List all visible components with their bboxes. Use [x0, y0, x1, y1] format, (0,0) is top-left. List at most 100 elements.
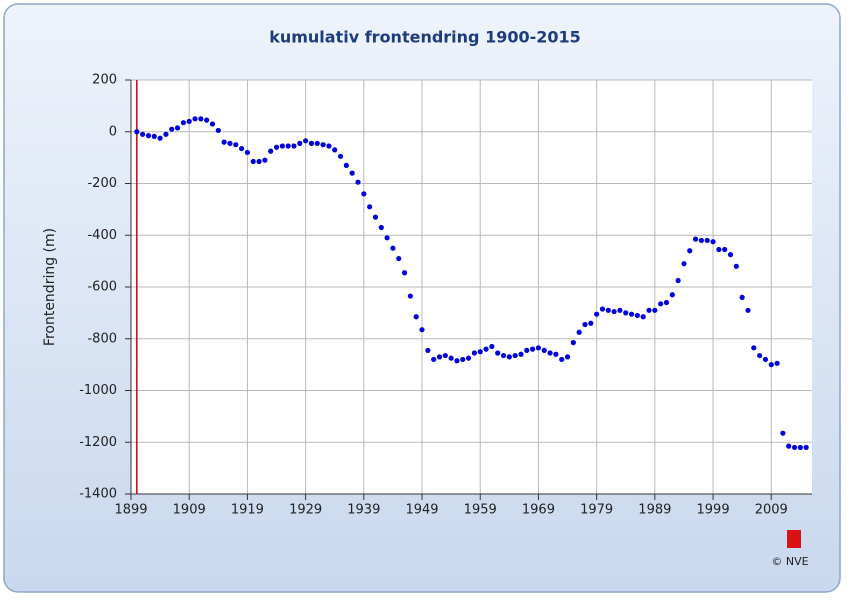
data-point — [250, 158, 256, 165]
data-point — [413, 314, 419, 320]
data-point — [611, 308, 617, 315]
x-tick-label: 1979 — [580, 503, 613, 518]
y-tick-label: -600 — [87, 280, 117, 295]
data-point — [460, 356, 466, 363]
data-point — [390, 245, 396, 251]
y-tick-label: -1000 — [79, 383, 117, 398]
data-point — [308, 140, 315, 146]
data-point — [582, 321, 588, 328]
data-point — [681, 261, 687, 267]
data-point — [477, 349, 483, 355]
data-point — [751, 345, 757, 351]
data-point — [169, 126, 175, 132]
data-point — [623, 310, 629, 316]
x-tick-label: 1939 — [347, 503, 380, 518]
data-point — [314, 140, 320, 146]
data-point — [669, 292, 675, 298]
data-point — [500, 352, 507, 359]
data-point — [384, 235, 390, 241]
y-tick-label: -200 — [87, 176, 117, 191]
y-tick-label: 0 — [109, 124, 117, 139]
data-point — [524, 347, 530, 353]
copyright: © NVE — [771, 555, 808, 568]
data-point — [640, 314, 646, 320]
x-tick-label: 1899 — [114, 503, 147, 518]
x-tick-label: 2009 — [755, 503, 788, 518]
data-point — [227, 140, 233, 146]
data-point — [692, 236, 699, 242]
data-point — [716, 246, 722, 253]
data-point — [465, 355, 472, 361]
data-point — [658, 301, 664, 307]
data-point — [180, 120, 186, 126]
data-point — [215, 127, 221, 134]
data-point — [431, 356, 437, 363]
logo — [787, 530, 801, 548]
data-point — [145, 133, 152, 139]
data-point — [140, 131, 146, 137]
data-point — [297, 140, 303, 146]
data-point — [320, 142, 326, 148]
data-point — [687, 248, 693, 254]
data-point — [436, 354, 443, 360]
y-tick-label: -1200 — [79, 435, 117, 450]
data-point — [378, 224, 384, 231]
data-point — [559, 356, 565, 363]
data-point — [733, 263, 739, 269]
data-point — [547, 350, 553, 356]
data-point — [594, 311, 600, 317]
data-point — [238, 145, 245, 152]
data-point — [332, 147, 338, 153]
data-point — [512, 352, 518, 359]
data-point — [675, 277, 681, 284]
data-point — [349, 170, 355, 176]
x-tick-label: 1969 — [522, 503, 555, 518]
data-point — [337, 153, 344, 159]
data-point — [646, 307, 652, 313]
data-point — [757, 352, 763, 359]
data-point — [343, 162, 349, 168]
x-tick-label: 1989 — [638, 503, 671, 518]
data-point — [506, 354, 512, 360]
data-point — [303, 138, 309, 144]
data-point — [564, 354, 571, 360]
data-point — [652, 307, 658, 313]
data-point — [599, 306, 606, 312]
data-point — [518, 351, 524, 357]
data-point — [745, 307, 751, 313]
data-point — [372, 214, 379, 220]
data-point — [617, 307, 623, 313]
chart-title: kumulativ frontendring 1900-2015 — [269, 28, 581, 47]
data-point — [774, 360, 780, 366]
data-point — [401, 270, 408, 276]
data-point — [541, 347, 547, 353]
x-tick-label: 1959 — [464, 503, 497, 518]
data-point — [192, 116, 198, 122]
data-point — [273, 144, 280, 150]
data-point — [762, 356, 769, 363]
data-point — [797, 444, 803, 451]
data-point — [605, 307, 611, 313]
data-point — [151, 133, 157, 140]
data-point — [233, 142, 239, 148]
data-point — [186, 118, 192, 124]
data-point — [419, 327, 425, 333]
data-point — [495, 350, 501, 356]
data-point — [285, 143, 291, 149]
data-point — [198, 116, 204, 122]
data-point — [791, 444, 798, 451]
data-point — [425, 347, 431, 353]
data-point — [291, 143, 297, 149]
data-point — [209, 121, 216, 127]
data-point — [157, 135, 163, 141]
data-point — [367, 204, 373, 210]
data-point — [279, 143, 285, 149]
data-point — [163, 131, 169, 137]
data-point — [134, 129, 140, 135]
data-point — [588, 320, 594, 326]
data-point — [454, 358, 460, 364]
x-tick-label: 1999 — [697, 503, 730, 518]
data-point — [698, 237, 705, 244]
data-point — [407, 293, 413, 299]
data-point — [576, 329, 582, 335]
